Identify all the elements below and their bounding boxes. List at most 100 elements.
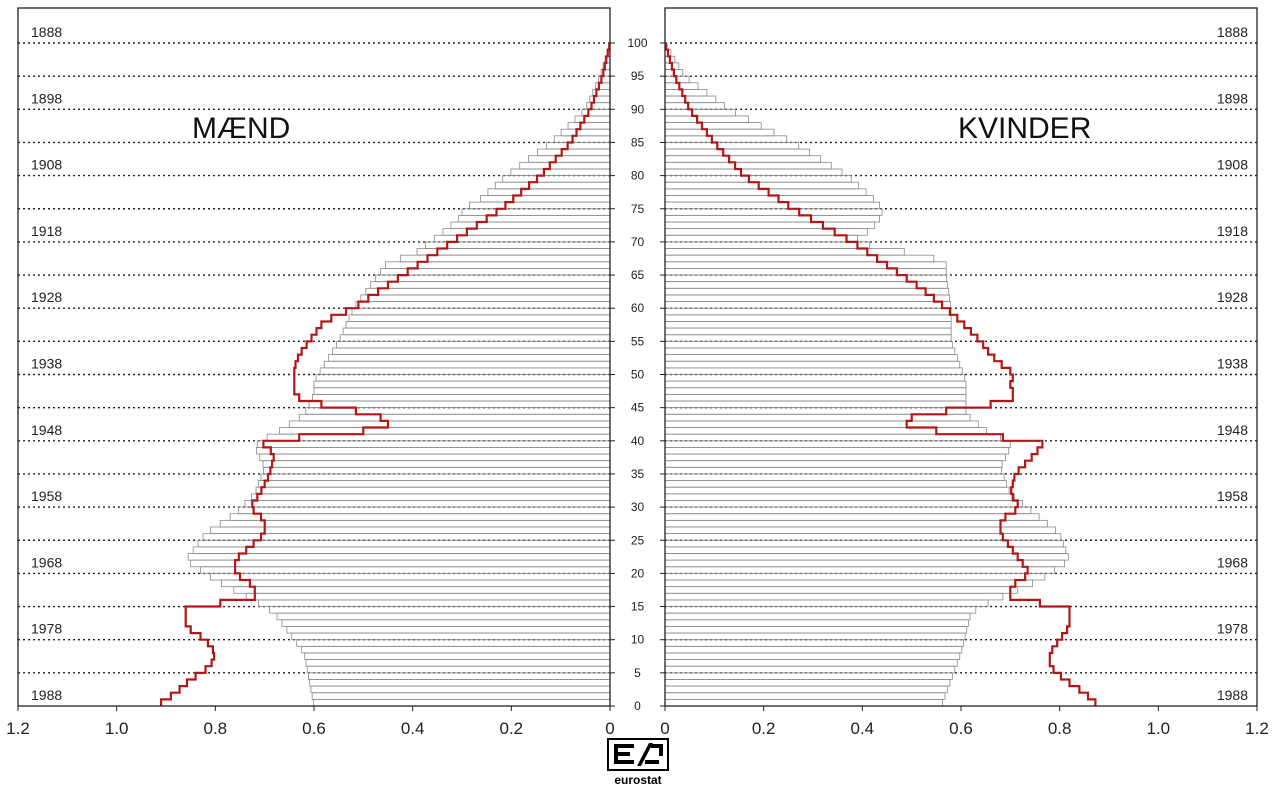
bar-men-age-74 <box>461 208 611 216</box>
bar-women-age-90 <box>664 102 726 110</box>
bar-women-age-81 <box>664 161 832 170</box>
bar-women-age-27 <box>664 519 1048 528</box>
bar-women-age-34 <box>664 473 1005 481</box>
bar-women-age-16 <box>664 592 1004 601</box>
age-tick-label-40: 40 <box>631 434 645 448</box>
logo-text: eurostat <box>614 773 662 787</box>
bar-women-age-45 <box>664 400 967 409</box>
bar-men-age-46 <box>311 393 611 402</box>
x-tick-label-right-5: 1.0 <box>1147 719 1171 738</box>
age-tick-label-50: 50 <box>631 368 645 382</box>
year-label-right-1898: 1898 <box>1217 90 1248 106</box>
year-label-right-1908: 1908 <box>1217 157 1248 173</box>
bar-women-age-60 <box>664 301 952 309</box>
age-tick-label-0: 0 <box>634 699 641 713</box>
bar-women-age-4 <box>664 672 953 680</box>
year-label-left-1918: 1918 <box>31 223 62 239</box>
year-label-right-1918: 1918 <box>1217 223 1248 239</box>
bar-men-age-55 <box>339 334 611 342</box>
bar-men-age-14 <box>269 606 611 614</box>
year-label-left-1888: 1888 <box>31 24 62 40</box>
bar-women-age-54 <box>664 340 953 349</box>
bar-men-age-26 <box>209 526 611 535</box>
bar-men-age-29 <box>237 506 611 515</box>
bar-men-age-34 <box>260 473 611 481</box>
age-tick-label-25: 25 <box>631 533 645 547</box>
bar-women-age-32 <box>664 486 1010 495</box>
bar-women-age-35 <box>664 466 1003 475</box>
age-tick-label-35: 35 <box>631 467 645 481</box>
bar-women-age-80 <box>664 168 843 177</box>
bar-women-age-0 <box>664 698 943 707</box>
bar-men-age-75 <box>468 201 611 210</box>
left-panel-frame <box>17 7 611 707</box>
bar-men-age-8 <box>301 645 611 654</box>
bar-men-age-7 <box>304 652 611 660</box>
bar-women-age-70 <box>664 234 858 243</box>
bar-men-age-53 <box>332 347 611 356</box>
year-label-right-1948: 1948 <box>1217 422 1248 438</box>
year-label-left-1928: 1928 <box>31 289 62 305</box>
bar-men-age-18 <box>221 579 611 588</box>
bar-men-age-52 <box>327 354 611 362</box>
year-label-right-1978: 1978 <box>1217 621 1248 637</box>
bar-women-age-31 <box>664 493 1015 501</box>
bar-women-age-52 <box>664 354 958 362</box>
bar-men-age-79 <box>502 175 611 183</box>
year-label-left-1948: 1948 <box>31 422 62 438</box>
bar-men-age-37 <box>259 453 611 462</box>
bar-women-age-8 <box>664 645 963 654</box>
x-tick-label-left-6: 0 <box>605 719 614 738</box>
bar-men-age-77 <box>487 188 611 196</box>
year-label-right-1928: 1928 <box>1217 289 1248 305</box>
bar-men-age-86 <box>560 128 611 137</box>
bar-men-age-57 <box>345 321 611 329</box>
year-label-left-1908: 1908 <box>31 157 62 173</box>
age-tick-label-60: 60 <box>631 301 645 315</box>
bar-men-age-78 <box>494 181 611 190</box>
year-label-right-1968: 1968 <box>1217 554 1248 570</box>
bar-women-age-85 <box>664 135 788 143</box>
bar-women-age-21 <box>664 559 1066 568</box>
bar-men-age-62 <box>365 287 611 296</box>
bar-women-age-10 <box>664 632 966 641</box>
bar-men-age-30 <box>244 500 611 508</box>
bar-women-age-36 <box>664 460 1003 468</box>
bar-men-age-33 <box>258 480 611 488</box>
x-tick-label-left-4: 0.4 <box>401 719 425 738</box>
year-label-left-1938: 1938 <box>31 356 62 372</box>
bar-men-age-39 <box>256 440 611 448</box>
bar-women-age-30 <box>664 500 1024 508</box>
bar-women-age-5 <box>664 665 956 674</box>
bar-men-age-5 <box>306 665 611 674</box>
x-tick-label-left-3: 0.6 <box>302 719 326 738</box>
bar-men-age-1 <box>311 692 611 700</box>
bar-women-age-47 <box>664 387 967 395</box>
bar-women-age-58 <box>664 314 952 322</box>
bar-men-age-32 <box>255 486 611 495</box>
series-line-women <box>664 43 1097 706</box>
bar-men-age-61 <box>360 294 611 302</box>
bar-men-age-50 <box>319 367 611 375</box>
year-label-right-1888: 1888 <box>1217 24 1248 40</box>
bar-men-age-85 <box>553 135 611 143</box>
bar-women-age-2 <box>664 685 948 694</box>
bar-women-age-29 <box>664 506 1032 515</box>
bar-women-age-67 <box>664 254 935 263</box>
bar-women-age-63 <box>664 281 949 289</box>
bar-men-age-82 <box>528 155 611 163</box>
x-tick-label-right-1: 0.2 <box>752 719 776 738</box>
bar-men-age-22 <box>187 553 611 561</box>
year-label-right-1958: 1958 <box>1217 488 1248 504</box>
bar-men-age-20 <box>200 566 611 574</box>
age-tick-label-5: 5 <box>634 666 641 680</box>
bar-men-age-23 <box>192 546 611 554</box>
bar-women-age-69 <box>664 241 871 249</box>
bar-women-age-12 <box>664 619 969 627</box>
bar-men-age-80 <box>510 168 611 177</box>
bar-women-age-26 <box>664 526 1056 535</box>
bar-men-age-76 <box>480 195 611 203</box>
bar-men-age-36 <box>262 460 611 468</box>
age-tick-label-100: 100 <box>627 36 647 50</box>
bar-women-age-1 <box>664 692 946 700</box>
